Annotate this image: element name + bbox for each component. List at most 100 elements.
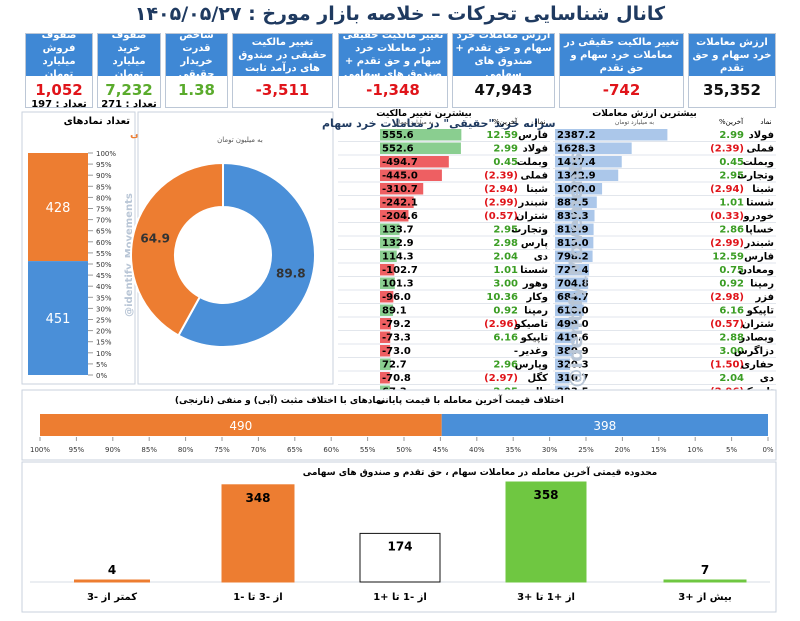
kpi-value: -1,348: [366, 81, 420, 99]
table-row: -310.7 (2.94) شبنا: [338, 183, 550, 196]
table-row: 819.9 2.86 خساپا: [553, 223, 776, 237]
row-pct: 3.00: [493, 279, 518, 290]
row-symbol: رمپنا: [524, 306, 548, 317]
row-symbol: دزاگرس: [734, 344, 774, 357]
row-symbol: وبملت: [517, 157, 548, 168]
row-symbol: تاپیکو: [746, 306, 775, 317]
table-row: -96.0 10.36 وکار: [338, 291, 550, 304]
kpi-value: 47,943: [474, 81, 533, 99]
row-value: 1000.0: [557, 184, 596, 195]
row-symbol: فارس: [744, 252, 774, 263]
col-sym: نماد: [534, 118, 545, 126]
donut-subtitle: به میلیون تومان: [217, 136, 263, 144]
table-row: -70.8 (2.97) کگل: [338, 371, 550, 385]
row-value: 320.3: [557, 360, 589, 371]
gauge-tick-label: 40%: [96, 283, 112, 291]
row-symbol: خساپا: [745, 225, 774, 236]
row-pct: 6.16: [493, 333, 518, 344]
row-symbol: شتران: [516, 211, 548, 222]
hbar-pos-label: 398: [593, 419, 616, 433]
row-symbol: رمپنا: [750, 279, 774, 290]
row-pct: (2.98): [710, 292, 744, 303]
row-bar: [380, 210, 409, 222]
row-pct: 2.99: [493, 144, 518, 155]
row-bar: [380, 277, 395, 289]
row-pct: (2.94): [484, 184, 518, 195]
table-row: -242.1 (2.99) شبندر: [338, 196, 550, 210]
chart-bar-label: 7: [701, 563, 709, 577]
kpi-value: 1,052: [35, 81, 83, 99]
kpi-label: ارزش معاملات خرد سهام و حق تقدم + صندوق …: [453, 30, 554, 80]
gauge-tick-label: 50%: [96, 261, 112, 269]
row-pct: 2.95: [493, 225, 518, 236]
chart-bar: [74, 579, 150, 583]
row-bar: [555, 169, 619, 181]
row-bar: [555, 129, 668, 141]
row-symbol: فملی: [747, 144, 774, 155]
row-bar: [380, 358, 391, 370]
chart-title: محدوده قیمتی آخرین معامله در معاملات سها…: [303, 466, 658, 478]
table-unit: به میلیارد تومان: [615, 119, 654, 126]
row-bar: [555, 156, 622, 168]
row-value: 684.7: [557, 292, 589, 303]
row-pct: (0.57): [484, 211, 518, 222]
table-row: 610.0 6.16 تاپیکو: [553, 304, 776, 318]
row-bar: [555, 237, 594, 249]
row-symbol: فملی: [521, 171, 548, 182]
chart-category: کمتر از -3: [87, 592, 137, 603]
row-pct: 0.45: [493, 157, 518, 168]
row-symbol: وهور: [522, 279, 548, 290]
row-value: 1417.4: [557, 157, 596, 168]
row-pct: 2.04: [493, 252, 518, 263]
gauge-tick-label: 85%: [96, 183, 112, 191]
row-bar: [555, 345, 573, 357]
row-pct: (2.99): [710, 238, 744, 249]
row-symbol: دی: [534, 252, 548, 263]
row-pct: 0.92: [493, 306, 518, 317]
chart-category: از +1 تا +3: [517, 592, 575, 603]
row-bar: [380, 156, 449, 168]
table-title: بیشترین تغییر مالکیت: [376, 109, 471, 119]
kpi-card: صفوف خرید میلیارد تومان 7,232 تعداد : 271: [97, 30, 161, 110]
row-value: -494.7: [382, 157, 418, 168]
row-pct: 10.36: [486, 292, 518, 303]
page-title: کانال شناسایی تحرکات – خلاصه بازار مورخ …: [134, 3, 666, 25]
row-symbol: وبملت: [743, 157, 774, 168]
row-symbol: وبصادر: [739, 333, 774, 344]
kpi-card: تغییر مالکیت حقیقی در صندوق های درآمد ثا…: [232, 33, 333, 108]
row-pct: 6.16: [719, 306, 744, 317]
gauge-tick-label: 0%: [96, 372, 107, 380]
symbol-count-gauge: تعداد نمادهایمثبت و منفی428451100%95%90%…: [21, 111, 196, 385]
kpi-value: -3,511: [255, 81, 310, 99]
gauge-tick-label: 30%: [96, 305, 112, 313]
hbar-tick-label: 45%: [433, 446, 449, 454]
hbar-tick-label: 80%: [178, 446, 194, 454]
gauge-tick-label: 10%: [96, 350, 112, 358]
hbar-neg: [40, 414, 442, 436]
gauge-tick-label: 35%: [96, 294, 112, 302]
row-value: -73.3: [382, 333, 411, 344]
row-bar: [380, 318, 392, 330]
per-capita-donut: سرانه خرید"حقیقی" در معاملات خرد سهامبه …: [124, 111, 556, 385]
row-value: 1342.9: [557, 171, 596, 182]
kpi-label: ارزش معاملات خرد سهام و حق تقدم: [689, 34, 775, 76]
hbar-tick-label: 60%: [323, 446, 339, 454]
gauge-pos-label: 451: [46, 312, 71, 327]
chart-bar-label: 348: [245, 491, 270, 505]
row-pct: 12.59: [486, 130, 518, 141]
gauge-tick-label: 60%: [96, 239, 112, 247]
row-symbol: شستا: [746, 198, 774, 209]
gauge-tick-label: 100%: [96, 150, 116, 158]
row-pct: (2.39): [484, 171, 518, 182]
table-row: 839.3 (0.33) خودرو: [553, 210, 776, 223]
row-pct: 2.99: [719, 130, 744, 141]
row-symbol: کگل: [527, 371, 548, 384]
kpi-label: تغییر مالکیت حقیقی در معاملات خرد سهام و…: [339, 30, 447, 80]
kpi-card: ارزش معاملات خرد سهام و حق تقدم 35,352: [688, 33, 776, 108]
row-value: 555.6: [382, 130, 414, 141]
row-pct: 2.88: [719, 333, 744, 344]
row-pct: (2.99): [484, 198, 518, 209]
